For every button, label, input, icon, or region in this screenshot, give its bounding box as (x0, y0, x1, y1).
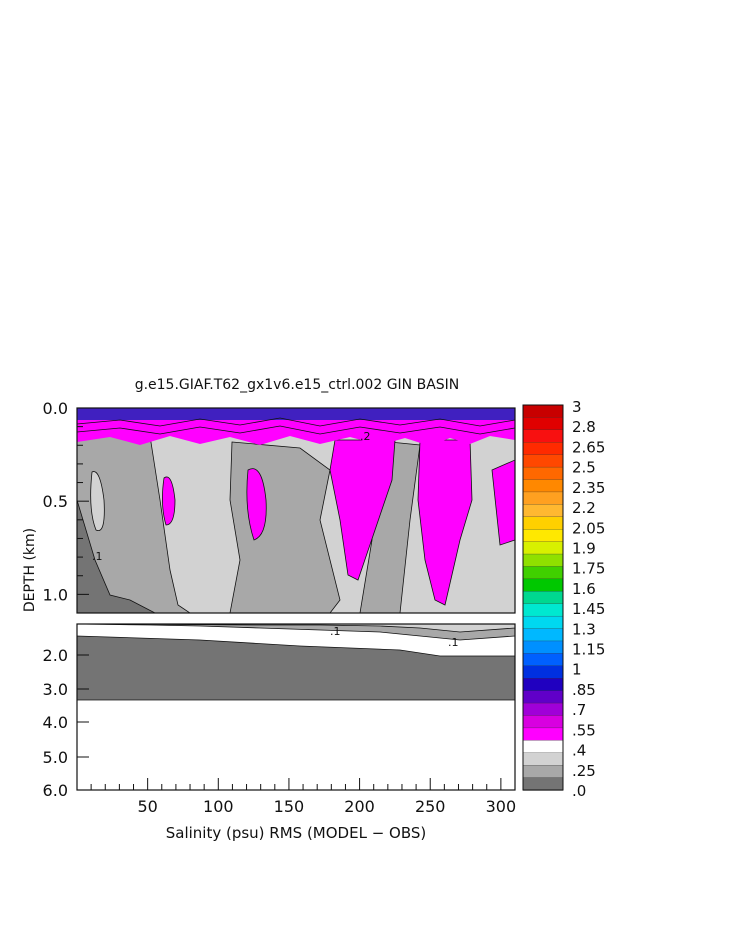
contour-label: .2 (360, 430, 371, 443)
colorbar-label: 2.05 (572, 519, 605, 537)
colorbar-swatch (522, 752, 564, 766)
colorbar-label: 1 (572, 661, 582, 679)
colorbar-swatch (522, 678, 564, 692)
high-region-2 (246, 468, 267, 541)
y-tick-label: 1.0 (43, 585, 68, 604)
low-region-left (77, 431, 191, 613)
surface-contour (77, 417, 515, 427)
colorbar-swatch (522, 429, 564, 443)
y-tick-label: 3.0 (43, 680, 68, 699)
colorbar-swatch (522, 653, 564, 667)
lower-mid-band (77, 624, 515, 633)
colorbar-swatch (522, 777, 564, 791)
colorbar-label: 1.45 (572, 600, 605, 618)
colorbar-swatch (522, 765, 564, 779)
colorbar-swatch (522, 404, 564, 419)
y-tick-label: 0.5 (43, 492, 68, 511)
lower-panel (77, 624, 515, 790)
colorbar-label: .4 (572, 742, 586, 760)
colorbar-label: 1.15 (572, 641, 605, 659)
colorbar-swatch (522, 454, 564, 468)
colorbar-frame (522, 404, 564, 791)
colorbar-swatch (522, 566, 564, 580)
colorbar-swatch (522, 417, 564, 431)
colorbar-swatch (522, 727, 564, 741)
colorbar-label: .85 (572, 681, 596, 699)
contour-label: .1 (330, 625, 341, 638)
colorbar-swatch (522, 491, 564, 506)
colorbar-swatch (522, 466, 564, 481)
y-axis-label: DEPTH (km) (22, 528, 38, 612)
colorbar-label: .0 (572, 782, 586, 800)
colorbar-swatch (522, 553, 564, 568)
colorbar-swatch (522, 603, 564, 617)
colorbar-label: 1.3 (572, 620, 596, 638)
colorbar-swatch (522, 690, 564, 704)
colorbar-label: 2.5 (572, 459, 596, 477)
colorbar-label: 1.6 (572, 580, 596, 598)
x-tick-label: 200 (344, 797, 375, 816)
surface-contour-2 (77, 425, 515, 435)
high-region-4 (417, 439, 473, 606)
colorbar-label: .25 (572, 762, 596, 780)
contour-label: .1 (448, 636, 459, 649)
colorbar-swatch (522, 665, 564, 679)
colorbar-label: 1.75 (572, 560, 605, 578)
x-tick-label: 250 (415, 797, 446, 816)
colorbar-label: 1.9 (572, 539, 596, 557)
colorbar-swatch (522, 715, 564, 729)
y-tick-label: 2.0 (43, 646, 68, 665)
high-region-3 (329, 439, 396, 581)
y-tick-label: 0.0 (43, 399, 68, 418)
colorbar-swatch (522, 591, 564, 605)
x-tick-label: 50 (137, 797, 157, 816)
colorbar-swatch (522, 479, 564, 493)
y-tick-label: 4.0 (43, 713, 68, 732)
high-region-1 (162, 476, 176, 526)
colorbar-swatch (522, 516, 564, 530)
surface-dark-band (77, 408, 515, 420)
colorbar-swatch (522, 615, 564, 630)
high-region-5 (491, 459, 515, 546)
colorbar-labels: 3 2.8 2.65 2.5 2.35 2.2 2.05 1.9 1.75 1.6 1.45 1.3 1… (572, 398, 605, 800)
colorbar-label: .7 (572, 701, 586, 719)
upper-panel-frame (76, 407, 516, 614)
x-tick-label: 300 (486, 797, 517, 816)
colorbar-swatch (522, 442, 564, 456)
x-tick-label: 150 (274, 797, 305, 816)
axes: 50 100 150 200 250 300 0.0 0.5 1.0 2.0 3.0 4.0 5.0 6.… (43, 399, 517, 816)
y-tick-label: 5.0 (43, 748, 68, 767)
colorbar-swatch (522, 541, 564, 555)
lower-very-low-fill (77, 635, 515, 701)
contour-label: .1 (92, 550, 103, 563)
colorbar-swatch (522, 529, 564, 543)
colorbar-swatch (522, 740, 564, 754)
lower-panel-frame (76, 623, 516, 791)
x-tick-label: 100 (203, 797, 234, 816)
colorbar-label: 2.2 (572, 499, 596, 517)
colorbar-swatch (522, 578, 564, 592)
colorbar-label: 2.65 (572, 438, 605, 456)
colorbar-label: 3 (572, 398, 582, 416)
very-low-region-lens (90, 471, 105, 532)
colorbar-label: 2.35 (572, 479, 605, 497)
very-low-region-left (77, 499, 156, 613)
chart-title: g.e15.GIAF.T62_gx1v6.e15_ctrl.002 GIN BA… (135, 377, 460, 393)
lower-low-band (77, 624, 515, 641)
colorbar-swatch (522, 504, 564, 518)
colorbar-label: .55 (572, 721, 596, 739)
colorbar (522, 404, 564, 791)
colorbar-swatch (522, 628, 564, 642)
upper-panel (77, 408, 515, 613)
x-axis-label: Salinity (psu) RMS (MODEL − OBS) (166, 824, 427, 842)
y-tick-label: 6.0 (43, 781, 68, 800)
colorbar-swatch (522, 702, 564, 717)
colorbar-label: 2.8 (572, 418, 596, 436)
colorbar-swatch (522, 640, 564, 655)
